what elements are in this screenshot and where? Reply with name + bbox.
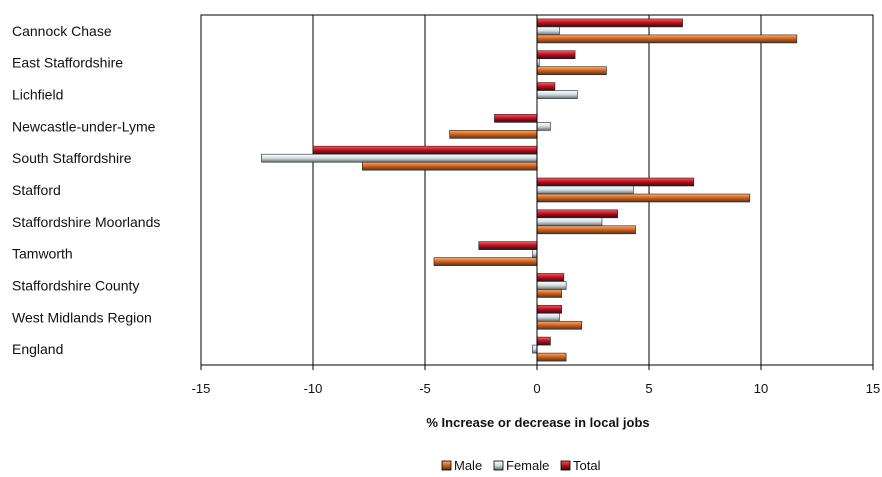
legend-swatch-female bbox=[493, 460, 504, 471]
x-tick-label: -15 bbox=[192, 381, 211, 396]
x-tick-label: 0 bbox=[533, 381, 540, 396]
category-label: Lichfield bbox=[12, 87, 63, 103]
legend-label-total: Total bbox=[573, 458, 601, 473]
bar-total bbox=[536, 336, 551, 346]
bar-female bbox=[536, 312, 560, 322]
x-tick-label: 15 bbox=[866, 381, 880, 396]
bars bbox=[261, 15, 798, 365]
legend-swatch-male bbox=[441, 460, 452, 471]
category-label: Tamworth bbox=[12, 246, 73, 262]
bar-female bbox=[532, 249, 538, 258]
bar-male bbox=[433, 257, 538, 266]
category-label: West Midlands Region bbox=[12, 309, 152, 325]
bar-male bbox=[536, 34, 798, 44]
category-label: Staffordshire County bbox=[12, 277, 139, 293]
bar-male bbox=[361, 161, 538, 171]
category-label: Staffordshire Moorlands bbox=[12, 214, 160, 230]
bar-total bbox=[536, 82, 556, 91]
bar-total bbox=[312, 145, 538, 155]
category-label: Cannock Chase bbox=[12, 23, 112, 39]
bar-male bbox=[536, 66, 607, 76]
category-label: East Staffordshire bbox=[12, 55, 123, 71]
category-label: England bbox=[12, 341, 63, 357]
bar-female bbox=[532, 344, 538, 354]
x-tick-label: -10 bbox=[304, 381, 323, 396]
bar-female bbox=[261, 153, 538, 163]
x-tick-label: -5 bbox=[419, 381, 431, 396]
bar-total bbox=[536, 304, 562, 314]
bar-female bbox=[536, 281, 567, 290]
legend: Male Female Total bbox=[441, 458, 601, 473]
bar-female bbox=[536, 185, 634, 195]
bar-total bbox=[494, 114, 538, 123]
legend-label-male: Male bbox=[454, 458, 482, 473]
bar-male bbox=[536, 352, 567, 362]
bar-male bbox=[536, 225, 636, 235]
bar-total bbox=[536, 50, 576, 60]
bar-female bbox=[536, 26, 560, 36]
x-tick-label: 5 bbox=[645, 381, 652, 396]
x-axis-title: % Increase or decrease in local jobs bbox=[426, 415, 649, 430]
x-tick-labels: -15 -10 -5 0 5 10 15 bbox=[192, 365, 880, 396]
bar-total bbox=[536, 273, 565, 282]
bar-male bbox=[536, 289, 562, 298]
bar-total bbox=[478, 241, 538, 250]
x-tick-label: 10 bbox=[754, 381, 768, 396]
bar-total bbox=[536, 177, 695, 187]
bar-male bbox=[536, 193, 751, 203]
category-label: Stafford bbox=[12, 182, 61, 198]
bar-total bbox=[536, 18, 683, 28]
category-labels: Cannock Chase East Staffordshire Lichfield… bbox=[12, 23, 160, 357]
bar-female bbox=[536, 217, 603, 227]
bar-female bbox=[536, 90, 578, 99]
bar-male bbox=[449, 130, 538, 139]
legend-label-female: Female bbox=[506, 458, 549, 473]
bar-male bbox=[536, 320, 583, 330]
legend-swatch-total bbox=[560, 460, 571, 471]
bar-total bbox=[536, 209, 618, 219]
category-label: Newcastle-under-Lyme bbox=[12, 118, 156, 134]
category-label: South Staffordshire bbox=[12, 150, 132, 166]
bar-female bbox=[536, 122, 551, 131]
